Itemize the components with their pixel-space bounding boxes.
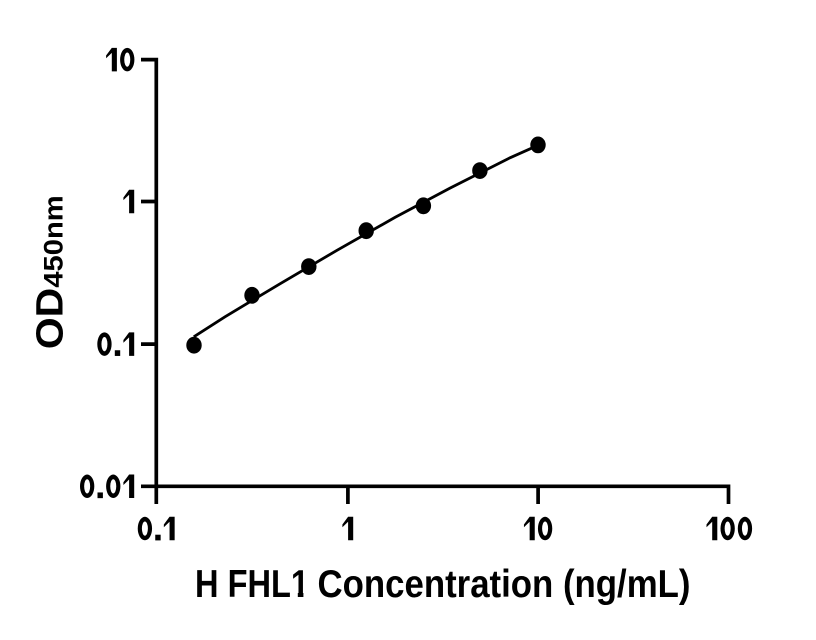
svg-text:OD450nm: OD450nm [30, 195, 72, 349]
svg-text:Concentration (ng/mL): Concentration (ng/mL) [318, 563, 691, 606]
svg-text:H FHL1: H FHL1 [195, 563, 309, 606]
